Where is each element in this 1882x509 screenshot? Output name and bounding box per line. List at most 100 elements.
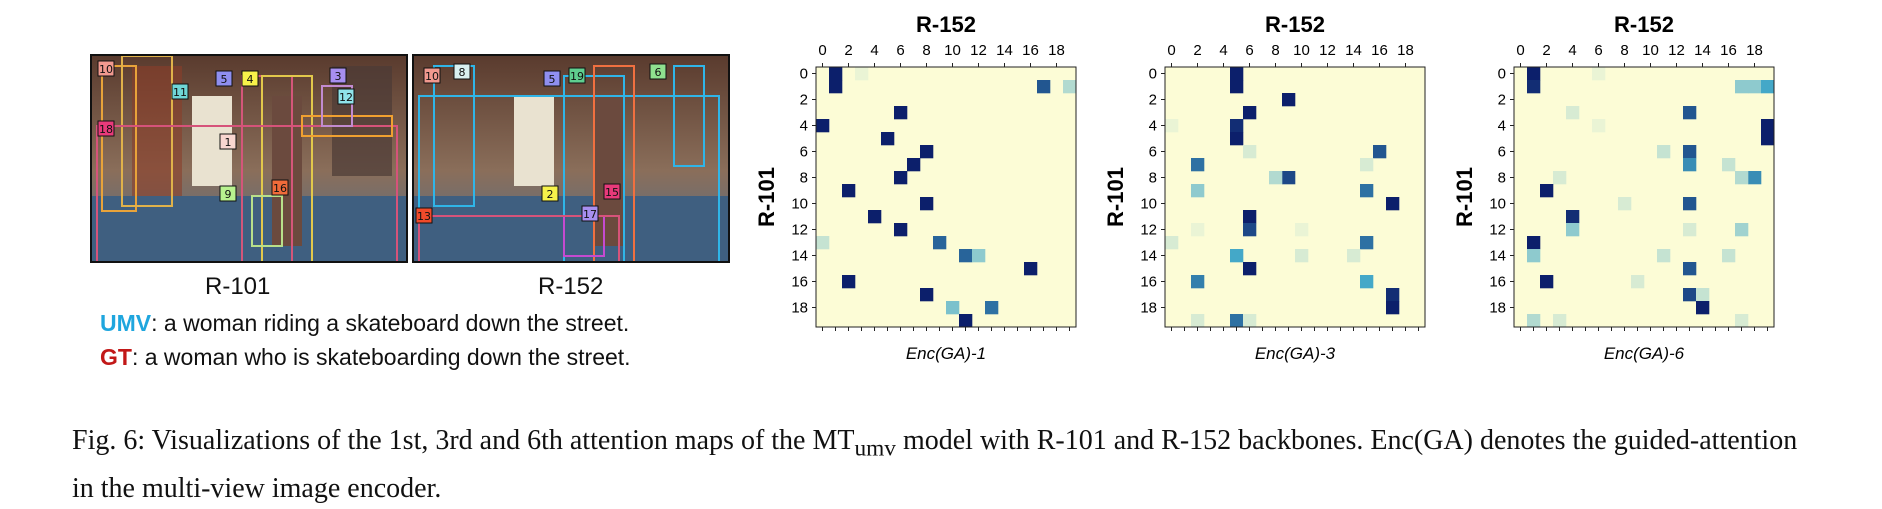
heatmap-cell: [920, 145, 934, 159]
x-tick-label: 10: [1642, 42, 1659, 59]
heatmap-cell: [1735, 80, 1749, 94]
heatmap-xlabel: Enc(GA)-3: [1255, 344, 1336, 363]
svg-text:19: 19: [570, 70, 584, 83]
x-tick-label: 8: [1620, 42, 1628, 59]
heatmap-cell: [1243, 314, 1257, 328]
heatmap-cell: [1683, 106, 1697, 120]
heatmap-cell: [1592, 67, 1606, 81]
heatmap-cell: [829, 67, 843, 81]
heatmap-cell: [1063, 80, 1077, 94]
r101-box-label-4: 4: [241, 70, 259, 87]
x-tick-label: 0: [818, 42, 826, 59]
heatmap-cell: [933, 236, 947, 250]
r101-box-label-9: 9: [219, 185, 237, 202]
heatmap-cell: [1683, 223, 1697, 237]
heatmap-cell: [1683, 197, 1697, 211]
heatmap-cell: [1722, 158, 1736, 172]
x-tick-label: 16: [1720, 42, 1737, 59]
heatmap-cell: [1683, 158, 1697, 172]
heatmap-cell: [959, 314, 973, 328]
svg-text:2: 2: [547, 188, 554, 201]
heatmap-cell: [1657, 249, 1671, 263]
r101-box-label-10: 10: [97, 60, 115, 77]
y-tick-label: 0: [1498, 66, 1506, 83]
y-tick-label: 4: [800, 118, 808, 135]
heatmap-cell: [1527, 80, 1541, 94]
x-tick-label: 2: [1193, 42, 1201, 59]
heatmap-cell: [894, 171, 908, 185]
heatmap-cell: [1360, 236, 1374, 250]
heatmap-cell: [1243, 106, 1257, 120]
y-tick-label: 12: [1489, 222, 1506, 239]
heatmap-cell: [1191, 158, 1205, 172]
heatmap-cell: [907, 158, 921, 172]
heatmap-cell: [1553, 314, 1567, 328]
svg-text:1: 1: [225, 136, 232, 149]
r152-detection-image: 10 8 5 19 6 2 15 17 13: [412, 54, 730, 263]
heatmap-cell: [1735, 171, 1749, 185]
x-tick-label: 4: [870, 42, 878, 59]
heatmap-cell: [1282, 171, 1296, 185]
y-tick-label: 8: [1498, 170, 1506, 187]
gt-caption: GT: a woman who is skateboarding down th…: [100, 344, 631, 371]
heatmap-cell: [1295, 223, 1309, 237]
heatmap-cell: [1657, 145, 1671, 159]
r152-box-label-17: 17: [581, 205, 599, 222]
y-tick-label: 10: [1489, 196, 1506, 213]
r101-box-label-12: 12: [337, 88, 355, 105]
heatmap-cell: [1566, 210, 1580, 224]
heatmap-cell: [1295, 249, 1309, 263]
heatmap-cell: [1230, 80, 1244, 94]
caption-suffix: model with R-101 and R-152 backbones. En…: [72, 425, 1798, 504]
heatmap-cell: [1683, 288, 1697, 302]
x-tick-label: 0: [1167, 42, 1175, 59]
heatmap-cell: [1683, 262, 1697, 276]
x-tick-label: 18: [1746, 42, 1763, 59]
r152-box-label-2: 2: [541, 185, 559, 202]
heatmap-cell: [1386, 197, 1400, 211]
y-tick-label: 14: [1140, 248, 1157, 265]
heatmap-cell: [1243, 145, 1257, 159]
heatmap-cell: [829, 80, 843, 94]
heatmap-frame: [1513, 66, 1775, 328]
y-tick-label: 10: [791, 196, 808, 213]
heatmap-cell: [1230, 119, 1244, 133]
heatmap-cell: [1527, 249, 1541, 263]
heatmap-cell: [1230, 67, 1244, 81]
r152-box-label-6: 6: [649, 63, 667, 80]
heatmap-cell: [1618, 197, 1632, 211]
y-tick-label: 14: [791, 248, 808, 265]
x-tick-label: 8: [922, 42, 930, 59]
heatmap-cell: [985, 301, 999, 315]
heatmap-panel-2: R-152 0 2 4 6 8 10 12 14 16 18 0 2 4 6 8 10 12 14 16 18 R-101…: [1103, 12, 1426, 363]
x-tick-label: 14: [996, 42, 1013, 59]
svg-text:5: 5: [549, 73, 556, 86]
heatmap-xlabel: Enc(GA)-1: [906, 344, 986, 363]
y-tick-label: 14: [1489, 248, 1506, 265]
heatmap-title: R-152: [916, 12, 976, 37]
r152-box-label-5: 5: [543, 70, 561, 87]
r101-image-label: R-101: [205, 273, 271, 300]
umv-tag: UMV: [100, 310, 152, 336]
heatmap-cell: [1037, 80, 1051, 94]
svg-text:6: 6: [655, 66, 662, 79]
y-tick-label: 4: [1149, 118, 1157, 135]
heatmap-cell: [1592, 119, 1606, 133]
heatmap-cell: [1696, 301, 1710, 315]
y-tick-label: 16: [1489, 274, 1506, 291]
svg-text:9: 9: [225, 188, 232, 201]
heatmap-cell: [1386, 288, 1400, 302]
heatmap-cell: [1230, 249, 1244, 263]
y-tick-label: 6: [800, 144, 808, 161]
r101-box-label-16: 16: [271, 179, 289, 196]
heatmap-frame: [1164, 66, 1426, 328]
heatmap-cell: [1243, 223, 1257, 237]
heatmap-cell: [1230, 132, 1244, 146]
heatmap-cell: [842, 184, 856, 198]
heatmap-cell: [1282, 93, 1296, 107]
heatmap-cell: [920, 288, 934, 302]
heatmap-cell: [1360, 184, 1374, 198]
heatmap-cell: [842, 275, 856, 289]
r101-box-label-5: 5: [215, 70, 233, 87]
heatmap-cell: [855, 67, 869, 81]
